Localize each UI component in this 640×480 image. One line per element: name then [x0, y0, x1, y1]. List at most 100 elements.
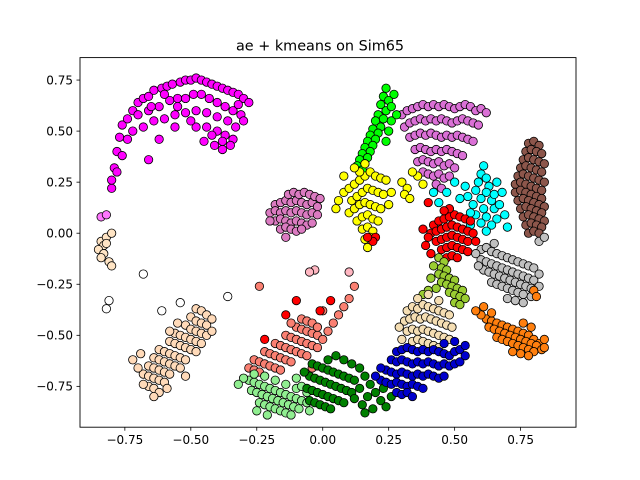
data-point: [144, 155, 154, 165]
data-point: [455, 300, 465, 310]
data-point: [447, 322, 457, 332]
plot-frame: [79, 57, 577, 428]
data-point: [531, 291, 542, 302]
data-point: [378, 189, 388, 200]
data-point: [170, 110, 180, 120]
data-point: [476, 218, 486, 228]
x-tick-label: 0.50: [441, 433, 468, 447]
data-point: [465, 216, 476, 226]
data-point: [370, 116, 381, 126]
data-point: [146, 102, 156, 112]
data-point: [439, 338, 449, 349]
data-point: [460, 293, 470, 304]
data-point: [209, 140, 220, 151]
x-tick-label: 0.75: [507, 433, 534, 447]
data-point: [165, 326, 175, 336]
data-point: [473, 120, 483, 130]
data-point: [323, 355, 333, 365]
data-point: [476, 193, 486, 204]
data-point: [510, 295, 520, 306]
data-point: [518, 298, 528, 308]
data-point: [539, 342, 549, 353]
y-tick-label: 0.50: [46, 124, 73, 138]
data-point: [281, 310, 291, 320]
data-point: [212, 112, 222, 122]
data-point: [286, 318, 296, 328]
data-point: [107, 228, 117, 238]
data-point: [217, 144, 228, 155]
data-point: [452, 253, 462, 263]
data-point: [188, 89, 199, 99]
data-point: [339, 171, 349, 181]
data-point: [149, 85, 159, 95]
data-point: [423, 289, 433, 300]
y-axis: −0.75 −0.50 −0.25 0.00 0.25 0.50 0.75: [36, 73, 80, 394]
data-point: [386, 116, 396, 126]
data-point: [473, 261, 483, 271]
data-point: [362, 391, 373, 402]
data-point: [489, 189, 499, 200]
data-point: [492, 177, 502, 187]
data-point: [455, 193, 465, 204]
data-point: [468, 136, 478, 146]
data-point: [122, 134, 133, 144]
data-point: [508, 347, 518, 357]
data-point: [360, 408, 370, 418]
data-point: [138, 122, 148, 132]
data-point: [114, 132, 125, 142]
y-tick-label: −0.25: [36, 277, 73, 291]
data-point: [450, 163, 460, 173]
data-point: [304, 406, 315, 416]
data-point: [159, 89, 170, 99]
data-point: [384, 126, 394, 136]
data-point: [468, 200, 478, 210]
data-point: [370, 387, 381, 398]
data-point: [162, 383, 172, 393]
data-point: [479, 204, 489, 214]
data-point: [204, 93, 214, 104]
data-point: [381, 136, 391, 146]
data-point: [389, 89, 399, 99]
data-point: [107, 175, 117, 185]
data-point: [318, 334, 328, 344]
data-point: [265, 216, 275, 226]
data-point: [297, 224, 307, 234]
data-point: [502, 222, 512, 232]
data-point: [500, 210, 510, 220]
data-point: [228, 106, 238, 116]
data-point: [291, 295, 301, 306]
data-point: [362, 242, 373, 253]
data-point: [196, 89, 206, 99]
data-point: [333, 310, 344, 320]
data-point: [463, 246, 473, 257]
data-point: [101, 304, 111, 314]
data-point: [302, 351, 312, 361]
chart-title: ae + kmeans on Sim65: [236, 39, 404, 55]
data-point: [133, 110, 143, 120]
data-point: [202, 108, 212, 118]
x-tick-label: 0.00: [309, 433, 336, 447]
data-point: [144, 91, 154, 102]
data-point: [159, 114, 170, 124]
data-point: [479, 302, 489, 312]
data-point: [149, 391, 159, 402]
data-point: [233, 379, 243, 389]
data-point: [457, 151, 468, 161]
data-point: [450, 336, 460, 347]
data-point: [180, 355, 191, 365]
data-point: [423, 197, 433, 208]
data-point: [157, 306, 167, 316]
data-point: [439, 371, 449, 381]
data-point: [426, 273, 436, 283]
data-point: [463, 236, 473, 246]
data-point: [405, 193, 415, 204]
data-point: [529, 263, 539, 273]
data-point: [407, 167, 418, 177]
data-point: [128, 355, 138, 365]
data-point: [96, 253, 106, 263]
data-point: [249, 369, 259, 379]
x-tick-label: −0.50: [172, 433, 209, 447]
data-point: [537, 148, 547, 159]
data-point: [233, 99, 243, 110]
